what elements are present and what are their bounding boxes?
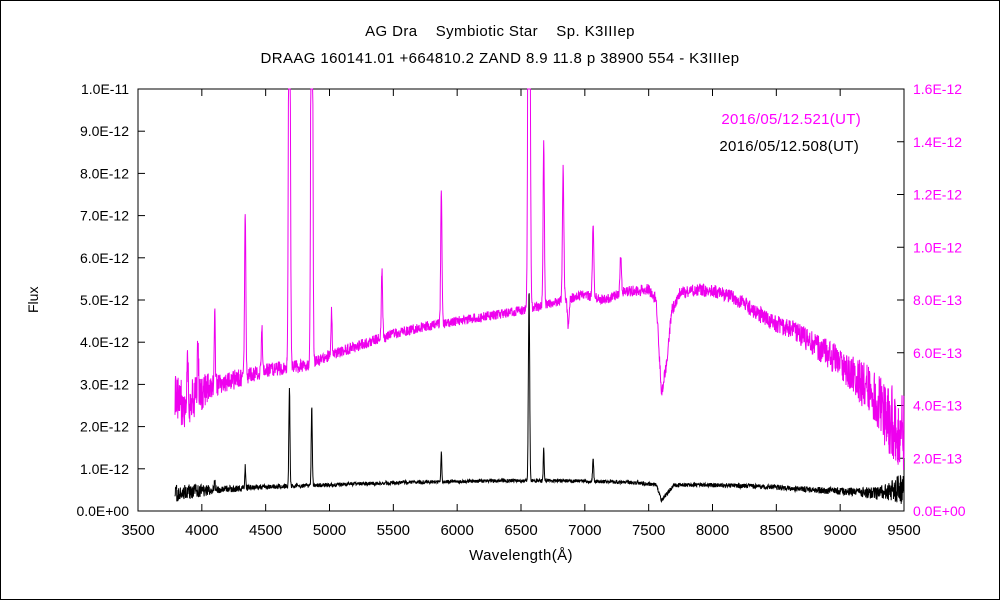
spectrum-series-magenta (174, 88, 905, 471)
y-tick-label-left: 1.0E-12 (80, 461, 129, 477)
y-tick-label-right: 1.2E-12 (913, 187, 962, 203)
y-tick-label-left: 1.0E-11 (81, 81, 129, 97)
x-axis-title: Wavelength(Å) (469, 547, 573, 564)
x-tick-label: 5000 (313, 522, 346, 539)
x-tick-label: 7500 (632, 522, 665, 539)
legend-entry-black: 2016/05/12.508(UT) (719, 138, 859, 155)
x-tick-label: 6000 (440, 522, 473, 539)
x-tick-label: 9500 (887, 522, 920, 539)
x-tick-label: 4500 (249, 522, 282, 539)
plot-frame (137, 88, 905, 512)
y-tick-label-right: 8.0E-13 (913, 292, 962, 308)
y-tick-label-left: 0.0E+00 (76, 503, 129, 519)
y-tick-label-right: 6.0E-13 (913, 345, 962, 361)
chart-title: AG Dra Symbiotic Star Sp. K3IIIep (365, 23, 635, 40)
y-tick-label-left: 7.0E-12 (80, 208, 129, 224)
x-tick-label: 3500 (121, 522, 154, 539)
x-tick-label: 8000 (696, 522, 729, 539)
legend-entry-magenta: 2016/05/12.521(UT) (721, 111, 861, 128)
spectrum-series-black (174, 293, 905, 504)
chart-subtitle: DRAAG 160141.01 +664810.2 ZAND 8.9 11.8 … (260, 50, 740, 67)
y-tick-label-left: 9.0E-12 (80, 123, 129, 139)
y-tick-label-right: 2.0E-13 (913, 450, 962, 466)
y-tick-label-right: 1.0E-12 (913, 239, 962, 255)
y-tick-label-left: 6.0E-12 (80, 250, 129, 266)
y-tick-label-left: 3.0E-12 (80, 376, 129, 392)
x-tick-label: 8500 (760, 522, 793, 539)
x-tick-label: 5500 (377, 522, 410, 539)
x-tick-label: 6500 (504, 522, 537, 539)
y-tick-label-right: 1.4E-12 (913, 134, 962, 150)
y-tick-label-left: 5.0E-12 (80, 292, 129, 308)
y-tick-label-right: 1.6E-12 (913, 81, 962, 97)
y-tick-label-left: 2.0E-12 (80, 419, 129, 435)
y-tick-label-left: 8.0E-12 (80, 165, 129, 181)
x-tick-label: 4000 (185, 522, 218, 539)
y-tick-label-left: 4.0E-12 (80, 334, 129, 350)
x-tick-label: 7000 (568, 522, 601, 539)
y-tick-label-right: 0.0E+00 (913, 503, 966, 519)
x-tick-label: 9000 (823, 522, 856, 539)
y-tick-label-right: 4.0E-13 (913, 398, 962, 414)
